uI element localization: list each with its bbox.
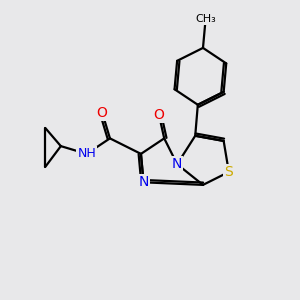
Text: O: O bbox=[97, 106, 108, 119]
Text: NH: NH bbox=[77, 147, 96, 161]
Text: S: S bbox=[224, 165, 233, 179]
Text: N: N bbox=[138, 175, 149, 189]
Text: CH₃: CH₃ bbox=[195, 14, 216, 25]
Text: O: O bbox=[154, 108, 164, 122]
Text: N: N bbox=[172, 157, 182, 171]
